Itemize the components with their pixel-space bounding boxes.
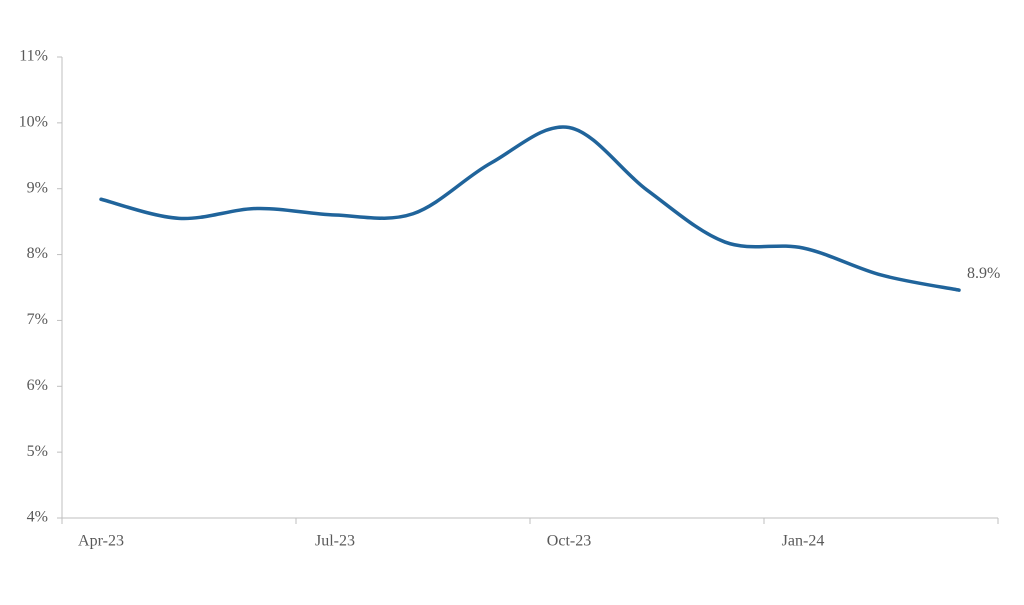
y-tick-label: 9% xyxy=(27,179,48,196)
y-tick-label: 10% xyxy=(19,114,48,131)
annotation: 8.9% xyxy=(967,265,1000,282)
y-tick-label: 8% xyxy=(27,245,48,262)
y-tick-label: 7% xyxy=(27,311,48,328)
x-tick-label: Apr-23 xyxy=(78,533,124,550)
line xyxy=(99,125,961,292)
y-tick-label: 5% xyxy=(27,443,48,460)
x-tick-label: Oct-23 xyxy=(547,533,591,550)
x-tick-label: Jan-24 xyxy=(782,533,825,550)
y-tick-label: 6% xyxy=(27,377,48,394)
y-tick-label: 4% xyxy=(27,509,48,526)
x-tick-label: Jul-23 xyxy=(315,533,355,550)
y-tick-label: 11% xyxy=(19,48,48,65)
